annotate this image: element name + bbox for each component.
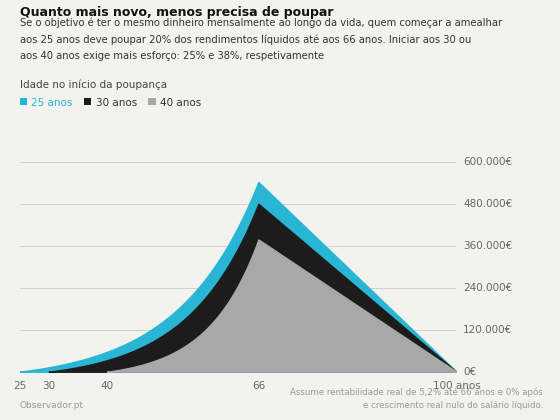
Text: 40 anos: 40 anos [160, 98, 202, 108]
Text: Assume rentabilidade real de 5,2% até 66 anos e 0% após
e crescimento real nulo : Assume rentabilidade real de 5,2% até 66… [291, 388, 543, 410]
Text: Se o objetivo é ter o mesmo dinheiro mensalmente ao longo da vida, quem começar : Se o objetivo é ter o mesmo dinheiro men… [20, 18, 502, 28]
Text: Quanto mais novo, menos precisa de poupar: Quanto mais novo, menos precisa de poupa… [20, 6, 333, 19]
Text: 25 anos: 25 anos [31, 98, 73, 108]
Text: 360.000€: 360.000€ [463, 241, 512, 251]
Text: 30 anos: 30 anos [96, 98, 137, 108]
Text: aos 25 anos deve poupar 20% dos rendimentos líquidos até aos 66 anos. Iniciar ao: aos 25 anos deve poupar 20% dos rendimen… [20, 34, 471, 45]
Text: Idade no início da poupança: Idade no início da poupança [20, 80, 167, 90]
Text: 480.000€: 480.000€ [463, 199, 512, 209]
Text: 0€: 0€ [463, 367, 476, 377]
Text: 240.000€: 240.000€ [463, 283, 512, 293]
Text: Observador.pt: Observador.pt [20, 401, 83, 410]
Text: 120.000€: 120.000€ [463, 325, 512, 335]
Text: aos 40 anos exige mais esforço: 25% e 38%, respetivamente: aos 40 anos exige mais esforço: 25% e 38… [20, 51, 324, 61]
Text: 600.000€: 600.000€ [463, 157, 512, 167]
